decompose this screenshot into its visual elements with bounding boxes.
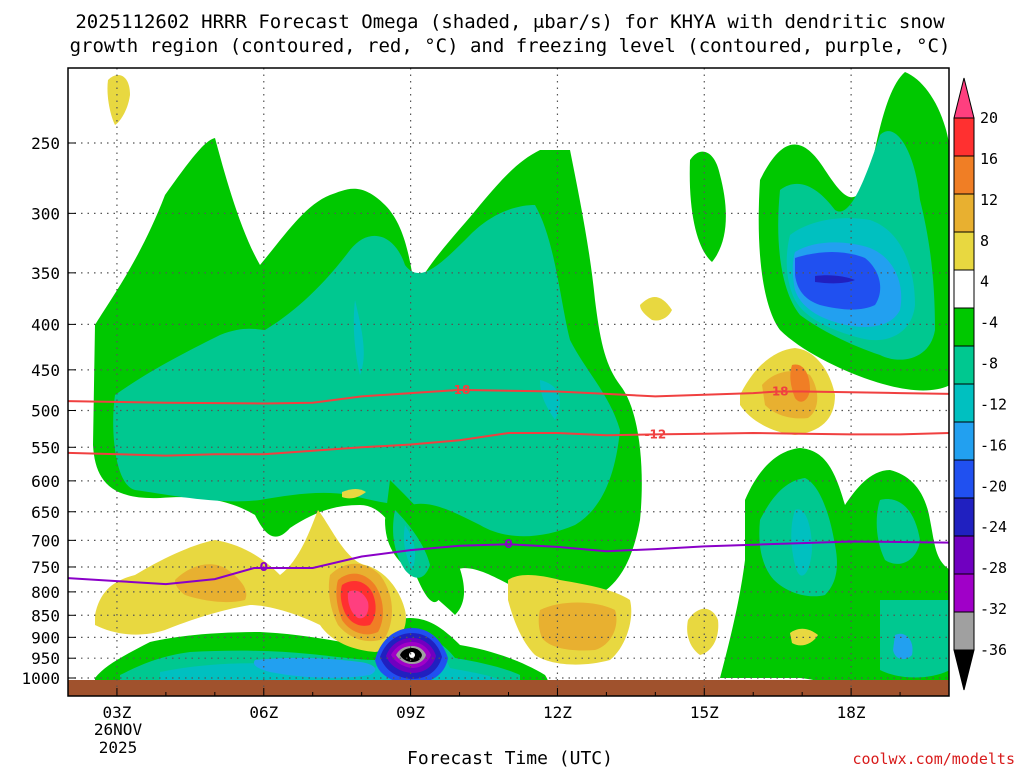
x-tick-label: 03Z bbox=[102, 703, 131, 722]
x-tick-label: 06Z bbox=[249, 703, 278, 722]
colorbar-label: 20 bbox=[980, 109, 998, 127]
y-tick-label: 900 bbox=[31, 628, 60, 647]
colorbar-swatch bbox=[953, 193, 975, 233]
colorbar-swatch bbox=[953, 421, 975, 461]
omega-region bbox=[409, 652, 415, 658]
y-tick-label: 500 bbox=[31, 402, 60, 421]
date-line2: 2025 bbox=[99, 738, 138, 757]
y-tick-label: 350 bbox=[31, 264, 60, 283]
ground-terrain bbox=[68, 680, 949, 696]
chart-title-line1: 2025112602 HRRR Forecast Omega (shaded, … bbox=[75, 11, 945, 33]
contour-label: -12 bbox=[644, 427, 666, 441]
colorbar-label: 16 bbox=[980, 150, 998, 168]
x-tick-label: 09Z bbox=[396, 703, 425, 722]
contour-lines: -18 -18 -12 0 0 bbox=[68, 383, 949, 586]
omega-region bbox=[538, 602, 617, 651]
y-tick-label: 550 bbox=[31, 438, 60, 457]
omega-region bbox=[403, 525, 416, 570]
colorbar-label: -8 bbox=[980, 355, 998, 373]
contour-line bbox=[68, 388, 949, 405]
colorbar-label: -16 bbox=[980, 436, 1007, 454]
colorbar-swatch bbox=[953, 345, 975, 385]
colorbar-label: 8 bbox=[980, 232, 989, 250]
y-tick-label: 800 bbox=[31, 583, 60, 602]
colorbar-swatch bbox=[953, 155, 975, 195]
colorbar-swatch bbox=[953, 117, 975, 157]
x-tick-label: 15Z bbox=[690, 703, 719, 722]
omega-region bbox=[107, 75, 130, 125]
y-tick-label: 300 bbox=[31, 204, 60, 223]
colorbar-label: 12 bbox=[980, 191, 998, 209]
y-tick-label: 400 bbox=[31, 315, 60, 334]
y-tick-label: 950 bbox=[31, 649, 60, 668]
plot-frame bbox=[67, 67, 950, 697]
contour-label: 0 bbox=[260, 560, 268, 574]
contour-line bbox=[68, 431, 949, 457]
y-tick-label: 750 bbox=[31, 558, 60, 577]
colorbar-swatch bbox=[953, 611, 975, 651]
colorbar-swatch bbox=[953, 459, 975, 499]
colorbar-label: -32 bbox=[980, 600, 1007, 618]
y-axis: 250 300 350 400 450 500 550 600 650 700 750 800 850 9… bbox=[21, 134, 76, 688]
grid bbox=[68, 68, 949, 696]
omega-region bbox=[385, 480, 465, 615]
contour-label: -18 bbox=[767, 385, 789, 399]
date-line1: 26NOV bbox=[94, 720, 143, 739]
y-tick-label: 250 bbox=[31, 134, 60, 153]
credit-text: coolwx.com/modelts bbox=[852, 750, 1015, 768]
y-tick-label: 700 bbox=[31, 531, 60, 550]
omega-region bbox=[353, 300, 364, 375]
omega-region bbox=[540, 380, 560, 420]
omega-region bbox=[880, 600, 949, 678]
colorbar-swatch bbox=[953, 497, 975, 537]
contour-label: 0 bbox=[504, 537, 512, 551]
x-axis-label: Forecast Time (UTC) bbox=[407, 748, 613, 768]
colorbar-label: -28 bbox=[980, 559, 1007, 577]
y-tick-label: 1000 bbox=[21, 669, 60, 688]
colorbar-swatch bbox=[953, 573, 975, 613]
colorbar: 20 16 12 8 4 -4 -8 -12 -16 -20 -24 -28 -32 -36 bbox=[953, 77, 1007, 691]
x-tick-label: 12Z bbox=[543, 703, 572, 722]
omega-region bbox=[347, 590, 369, 619]
contour-label: -18 bbox=[449, 383, 471, 397]
y-tick-label: 450 bbox=[31, 361, 60, 380]
omega-region bbox=[687, 608, 719, 655]
colorbar-swatch bbox=[953, 231, 975, 271]
colorbar-cap-top bbox=[953, 77, 975, 119]
colorbar-swatch bbox=[953, 269, 975, 309]
colorbar-cap-bottom bbox=[953, 649, 975, 691]
omega-region bbox=[342, 489, 366, 499]
omega-region bbox=[876, 499, 920, 564]
omega-region bbox=[689, 151, 726, 262]
colorbar-label: -4 bbox=[980, 314, 998, 332]
colorbar-label: -12 bbox=[980, 395, 1007, 413]
y-tick-label: 850 bbox=[31, 606, 60, 625]
colorbar-label: -36 bbox=[980, 641, 1007, 659]
chart-title-line2: growth region (contoured, red, °C) and f… bbox=[70, 35, 951, 57]
y-tick-label: 600 bbox=[31, 472, 60, 491]
omega-region bbox=[640, 296, 672, 321]
omega-region bbox=[175, 564, 247, 603]
colorbar-swatch bbox=[953, 535, 975, 575]
omega-region bbox=[95, 510, 406, 652]
colorbar-label: -24 bbox=[980, 518, 1007, 536]
omega-region bbox=[253, 657, 376, 678]
colorbar-label: 4 bbox=[980, 273, 989, 291]
omega-region bbox=[815, 275, 855, 284]
y-tick-label: 650 bbox=[31, 503, 60, 522]
contour-line bbox=[68, 540, 949, 586]
colorbar-label: -20 bbox=[980, 477, 1007, 495]
omega-shading bbox=[93, 72, 949, 690]
x-tick-label: 18Z bbox=[837, 703, 866, 722]
omega-region bbox=[893, 633, 913, 660]
colorbar-swatch bbox=[953, 383, 975, 423]
colorbar-swatch bbox=[953, 307, 975, 347]
